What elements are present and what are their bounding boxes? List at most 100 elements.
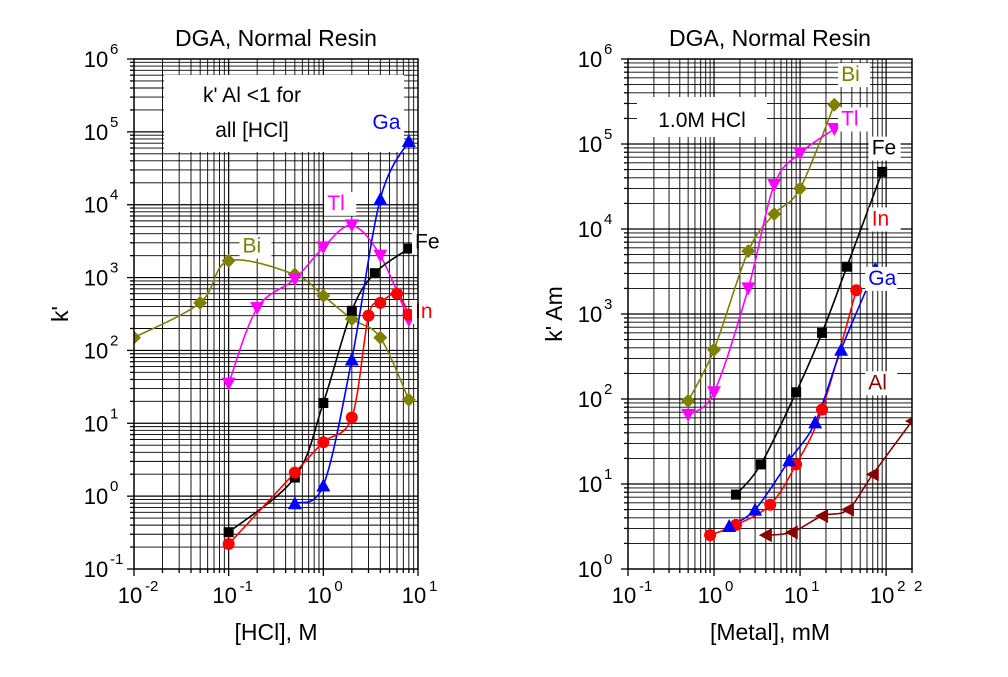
data-point-tl — [707, 386, 722, 400]
data-point-al — [815, 509, 829, 524]
y-tick-label-exponent: 5 — [110, 114, 118, 131]
y-tick-label-exponent: 4 — [604, 211, 612, 228]
series-label-bg-tl — [324, 191, 357, 216]
y-tick-label-exponent: 2 — [110, 332, 118, 349]
y-tick-label: 10 — [84, 266, 108, 291]
x-tick-label: 10 — [118, 583, 142, 608]
data-point-tl — [681, 408, 696, 422]
x-tick-label-exponent: -1 — [240, 578, 253, 595]
data-point-bi — [741, 244, 756, 259]
data-point-in — [317, 436, 330, 449]
tick-marks — [127, 58, 419, 576]
y-tick-label-exponent: 4 — [110, 187, 118, 204]
data-point-tl — [221, 377, 236, 391]
y-tick-label: 10 — [578, 302, 602, 327]
plot-area — [681, 97, 912, 543]
x-tick-label-exponent: -2 — [145, 578, 158, 595]
data-point-fe — [841, 261, 852, 272]
data-point-bi — [767, 207, 782, 222]
data-point-in — [850, 284, 863, 297]
series-label-ga: Ga — [868, 267, 896, 290]
series-label-tl: Tl — [327, 192, 345, 215]
series-label-bg-bi — [239, 234, 272, 259]
y-axis-label: k' Am — [541, 286, 567, 342]
y-axis-label: k' — [47, 306, 73, 322]
data-point-in — [816, 403, 829, 416]
data-point-bi — [401, 392, 416, 407]
data-point-bi — [373, 330, 388, 345]
y-tick-label: 10 — [84, 338, 108, 363]
data-point-tl — [741, 282, 756, 296]
y-tick-label: 10 — [578, 217, 602, 242]
data-point-al — [758, 528, 772, 543]
data-point-tl — [373, 249, 388, 263]
y-tick-label: 10 — [578, 132, 602, 157]
data-point-fe — [403, 243, 414, 254]
annotation-text: k' Al <1 for — [203, 84, 301, 107]
data-point-in — [374, 296, 387, 309]
x-tick-label-exponent: -1 — [639, 578, 652, 595]
y-tick-label: 10 — [84, 47, 108, 72]
data-point-in — [345, 411, 358, 424]
data-point-ga — [344, 352, 359, 366]
x-tick-label: 10 — [307, 583, 331, 608]
plot-area — [134, 133, 416, 551]
y-tick-label-exponent: 2 — [604, 381, 612, 398]
x-tick-label-exponent: 2 — [897, 578, 905, 595]
annotation-box — [637, 97, 767, 137]
data-point-bi — [707, 342, 722, 357]
annotation-box — [164, 75, 404, 152]
data-point-tl — [793, 147, 808, 161]
data-point-fe — [318, 397, 329, 408]
series-label-bg-tl — [838, 107, 871, 132]
series-label-bg-in — [868, 207, 901, 232]
series-label-in: In — [415, 300, 433, 323]
y-tick-label-exponent: 6 — [110, 41, 118, 58]
data-point-fe — [877, 166, 888, 177]
data-point-ga — [287, 496, 302, 510]
data-point-al — [840, 502, 854, 517]
x-axis-label: [Metal], mM — [710, 619, 830, 645]
data-point-bi — [221, 253, 236, 268]
y-tick-label-exponent: 3 — [110, 260, 118, 277]
x-tick-label: 10 — [612, 583, 636, 608]
y-tick-label: 10 — [578, 387, 602, 412]
x-tick-label-extra: 2 — [914, 578, 922, 595]
x-tick-label-exponent: 1 — [429, 578, 437, 595]
y-tick-label-exponent: 1 — [604, 466, 612, 483]
data-point-bi — [827, 97, 842, 112]
plot-frame — [133, 58, 419, 570]
x-tick-label: 10 — [784, 583, 808, 608]
x-tick-label: 10 — [402, 583, 426, 608]
data-point-in — [390, 287, 403, 300]
series-label-fe: Fe — [415, 231, 440, 254]
data-point-tl — [250, 302, 265, 316]
chart-title: DGA, Normal Resin — [175, 25, 377, 51]
data-point-in — [222, 538, 235, 551]
x-tick-label: 10 — [870, 583, 894, 608]
data-point-al — [784, 525, 798, 540]
x-tick-label: 10 — [212, 583, 236, 608]
series-label-bg-al — [865, 371, 898, 396]
data-point-fe — [730, 489, 741, 500]
tick-marks — [621, 58, 913, 576]
x-tick-label: 10 — [698, 583, 722, 608]
data-point-ga — [722, 519, 737, 533]
x-tick-label-exponent: 0 — [334, 578, 342, 595]
data-point-fe — [369, 268, 380, 279]
y-tick-label: 10 — [578, 47, 602, 72]
series-label-in: In — [872, 207, 890, 230]
x-tick-label-exponent: 1 — [811, 578, 819, 595]
y-tick-label-exponent: -1 — [110, 551, 123, 568]
series-label-bi: Bi — [841, 63, 860, 86]
data-point-bi — [193, 295, 208, 310]
y-tick-label: 10 — [84, 557, 108, 582]
series-label-bg-ga — [865, 266, 898, 291]
data-point-in — [764, 498, 777, 511]
data-point-bi — [793, 181, 808, 196]
data-point-ga — [748, 502, 763, 516]
data-point-in — [704, 529, 717, 542]
data-point-ga — [373, 191, 388, 205]
